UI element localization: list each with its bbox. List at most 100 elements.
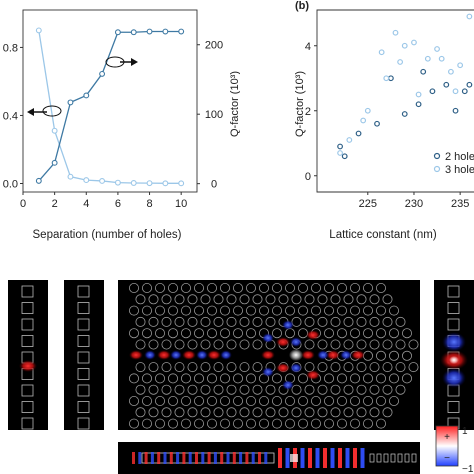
hole [135, 384, 146, 395]
waveguide-cavity-lobe [345, 448, 350, 468]
hole [207, 283, 218, 293]
hole [21, 335, 34, 347]
chart-b-panel-label: (b) [295, 0, 309, 12]
series-point-left [67, 173, 74, 180]
hole [239, 384, 250, 395]
hole [258, 396, 269, 407]
series-point-right [146, 28, 153, 35]
hole [148, 362, 159, 373]
scatter-point [466, 13, 473, 20]
series-point-right [162, 28, 169, 35]
hole [207, 396, 218, 407]
hole [349, 305, 360, 316]
hole [161, 294, 172, 305]
series-point-right [114, 29, 121, 36]
hole [369, 316, 380, 327]
scatter-point [443, 81, 450, 88]
scatter-point [387, 75, 394, 82]
hole [388, 328, 399, 339]
main-holes [128, 283, 419, 429]
hole [401, 373, 412, 384]
scatter-point [420, 68, 427, 75]
scatter-point [457, 62, 464, 69]
hole [141, 328, 152, 339]
hole [375, 396, 386, 407]
hole [200, 316, 211, 327]
x-tick-label: 2 [52, 198, 58, 210]
field-lobe-negative [262, 367, 274, 377]
hole [245, 396, 256, 407]
hole [233, 373, 244, 384]
scatter-point [429, 88, 436, 95]
hole [220, 396, 231, 407]
hole [226, 362, 237, 373]
waveguide-fringe [213, 452, 217, 464]
field-map-strip-1 [8, 280, 48, 430]
chart-b-axes: 225 230 235 0 2 4 [305, 9, 474, 210]
hole [310, 418, 321, 429]
field-lobe-positive [326, 350, 340, 360]
field-lobe-positive [351, 350, 365, 360]
hole [220, 283, 231, 293]
scatter-point [438, 55, 445, 62]
waveguide-fringe [176, 452, 180, 464]
hole [330, 316, 341, 327]
hole [258, 305, 269, 316]
field-lobe-negative [317, 350, 329, 360]
strip-1-field-red [19, 360, 37, 372]
hole [317, 362, 328, 373]
hole [343, 339, 354, 350]
scatter-point [452, 88, 459, 95]
hole [141, 418, 152, 429]
waveguide-fringe [258, 452, 261, 464]
scatter-point [337, 150, 343, 156]
hole [447, 401, 460, 413]
hole [447, 318, 460, 331]
hole [233, 283, 244, 293]
hole [375, 373, 386, 384]
hole [401, 350, 412, 361]
hole [233, 418, 244, 429]
colorbar-plus: + [444, 432, 450, 443]
chart-a-axes: 0 2 4 6 8 10 0.0 0.4 0.8 0 100 200 [3, 9, 223, 210]
hole [271, 373, 282, 384]
series-point-left [162, 180, 169, 187]
hole [200, 407, 211, 418]
hole [239, 362, 250, 373]
hole [271, 396, 282, 407]
hole [330, 362, 341, 373]
hole [155, 328, 166, 339]
hole [77, 384, 90, 397]
hole [174, 294, 185, 305]
waveguide-fringe [169, 452, 173, 464]
waveguide-cavity-lobe [285, 448, 290, 468]
waveguide-hole [411, 453, 417, 463]
field-lobe-positive [276, 363, 290, 373]
waveguide-fringe [239, 452, 243, 464]
hole [168, 396, 179, 407]
hole [304, 339, 315, 350]
scatter-point [466, 81, 473, 88]
hole [148, 294, 159, 305]
field-lobe-negative [282, 320, 294, 330]
left-arrowhead-icon [27, 108, 34, 116]
scatter-point [424, 55, 431, 62]
waveguide-cavity-lobe [315, 448, 320, 468]
hole [382, 407, 393, 418]
hole [245, 283, 256, 293]
hole [323, 305, 334, 316]
hole [343, 407, 354, 418]
hole [356, 362, 367, 373]
hole [271, 418, 282, 429]
hole [245, 418, 256, 429]
hole [128, 373, 139, 384]
left-series-marker-ellipse [42, 105, 62, 117]
waveguide-hole [369, 453, 375, 463]
hole [181, 283, 192, 293]
waveguide-fringe [138, 452, 142, 464]
hole [330, 384, 341, 395]
colorbar-max: 1 [462, 426, 468, 437]
hole [252, 294, 263, 305]
hole [362, 373, 373, 384]
hole [187, 384, 198, 395]
